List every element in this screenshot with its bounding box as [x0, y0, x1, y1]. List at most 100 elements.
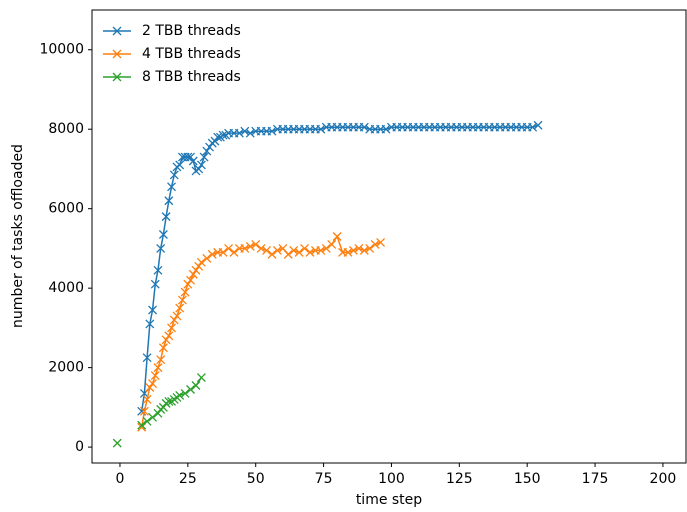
marker [218, 130, 228, 140]
marker [218, 247, 228, 257]
marker [164, 396, 174, 406]
marker [177, 295, 187, 305]
marker [112, 438, 122, 448]
x-tick-label: 150 [514, 471, 541, 487]
marker [210, 136, 220, 146]
marker [224, 243, 234, 253]
marker [180, 389, 190, 398]
marker [194, 261, 204, 271]
y-axis-label: number of tasks offloaded [10, 144, 26, 328]
legend-label: 2 TBB threads [142, 23, 241, 39]
marker [245, 128, 255, 138]
y-tick-label: 6000 [48, 201, 84, 217]
marker [305, 247, 315, 257]
marker [145, 383, 155, 392]
marker [191, 265, 201, 275]
marker [267, 249, 277, 259]
marker [175, 303, 185, 313]
marker [164, 331, 174, 341]
x-tick-label: 50 [247, 471, 265, 487]
marker [196, 160, 206, 170]
marker [283, 249, 293, 259]
marker [148, 412, 157, 422]
marker [183, 279, 193, 289]
y-tick-label: 0 [75, 439, 84, 455]
marker [321, 243, 331, 253]
marker [343, 247, 353, 257]
marker [240, 243, 250, 253]
marker [175, 390, 185, 400]
y-tick-label: 8000 [48, 121, 84, 137]
marker [199, 152, 209, 162]
x-tick-label: 125 [446, 471, 473, 487]
marker [150, 371, 160, 381]
marker [158, 343, 168, 353]
marker [150, 279, 160, 289]
marker [188, 269, 198, 279]
marker [240, 126, 250, 136]
marker [156, 355, 166, 365]
marker [229, 247, 239, 257]
marker [196, 373, 206, 383]
y-tick-label: 2000 [48, 360, 84, 376]
marker [153, 363, 163, 373]
legend-marker [112, 49, 122, 59]
legend-label: 8 TBB threads [142, 69, 241, 85]
marker [272, 245, 282, 255]
y-tick-label: 10000 [39, 42, 84, 58]
marker [167, 182, 177, 192]
marker [194, 164, 204, 174]
marker [161, 335, 171, 345]
marker [316, 124, 326, 134]
marker [142, 394, 152, 404]
marker [289, 245, 299, 255]
marker [370, 239, 380, 249]
marker [161, 212, 171, 222]
x-tick-label: 175 [582, 471, 609, 487]
marker [148, 379, 157, 388]
marker [207, 249, 217, 259]
marker [137, 420, 147, 430]
marker [156, 243, 166, 253]
marker [316, 245, 326, 255]
marker [213, 132, 223, 142]
marker [191, 381, 201, 390]
marker [202, 146, 212, 156]
marker [180, 287, 190, 297]
legend-marker [112, 26, 122, 36]
marker [365, 243, 375, 253]
x-axis-label: time step [356, 492, 422, 508]
x-tick-label: 100 [378, 471, 405, 487]
marker [164, 196, 174, 206]
x-tick-label: 75 [315, 471, 333, 487]
marker [354, 243, 364, 253]
marker [202, 253, 212, 263]
x-tick-label: 25 [179, 471, 197, 487]
marker [142, 353, 152, 363]
marker [153, 265, 163, 275]
marker [300, 243, 310, 253]
marker [139, 406, 149, 416]
marker [327, 239, 337, 249]
marker [528, 122, 538, 132]
marker [142, 416, 152, 426]
marker [183, 152, 193, 162]
marker [167, 323, 177, 333]
marker [245, 241, 255, 251]
marker [267, 126, 277, 136]
marker [186, 152, 196, 162]
marker [188, 156, 198, 166]
marker [158, 230, 168, 239]
legend-label: 4 TBB threads [142, 46, 241, 62]
y-tick-label: 4000 [48, 280, 84, 296]
plot-frame [91, 9, 687, 464]
marker [294, 247, 304, 257]
marker [234, 128, 244, 138]
marker [381, 124, 391, 134]
marker [145, 319, 155, 329]
marker [332, 232, 342, 241]
marker [262, 245, 272, 255]
marker [533, 120, 543, 130]
